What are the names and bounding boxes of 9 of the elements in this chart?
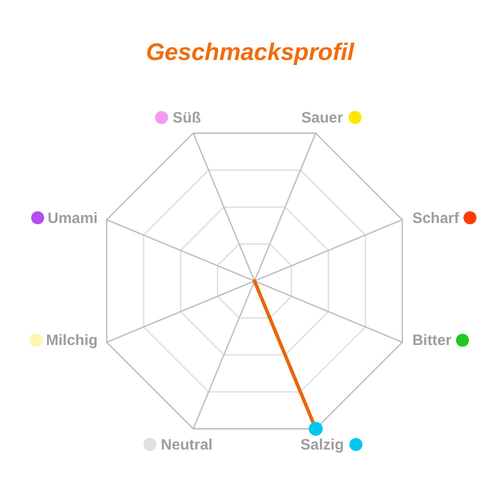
- spoke-label: Süß: [172, 109, 201, 126]
- chart-title: Geschmacksprofil: [146, 39, 356, 66]
- spoke-label: Bitter: [412, 332, 452, 350]
- spoke-label: Neutral: [160, 436, 213, 454]
- spoke-label: Milchig: [46, 332, 98, 350]
- spoke-label: Sauer: [301, 109, 344, 126]
- spoke-label: Salzig: [300, 436, 344, 454]
- spoke-label: Umami: [48, 210, 98, 227]
- spoke-label: Scharf: [412, 210, 460, 227]
